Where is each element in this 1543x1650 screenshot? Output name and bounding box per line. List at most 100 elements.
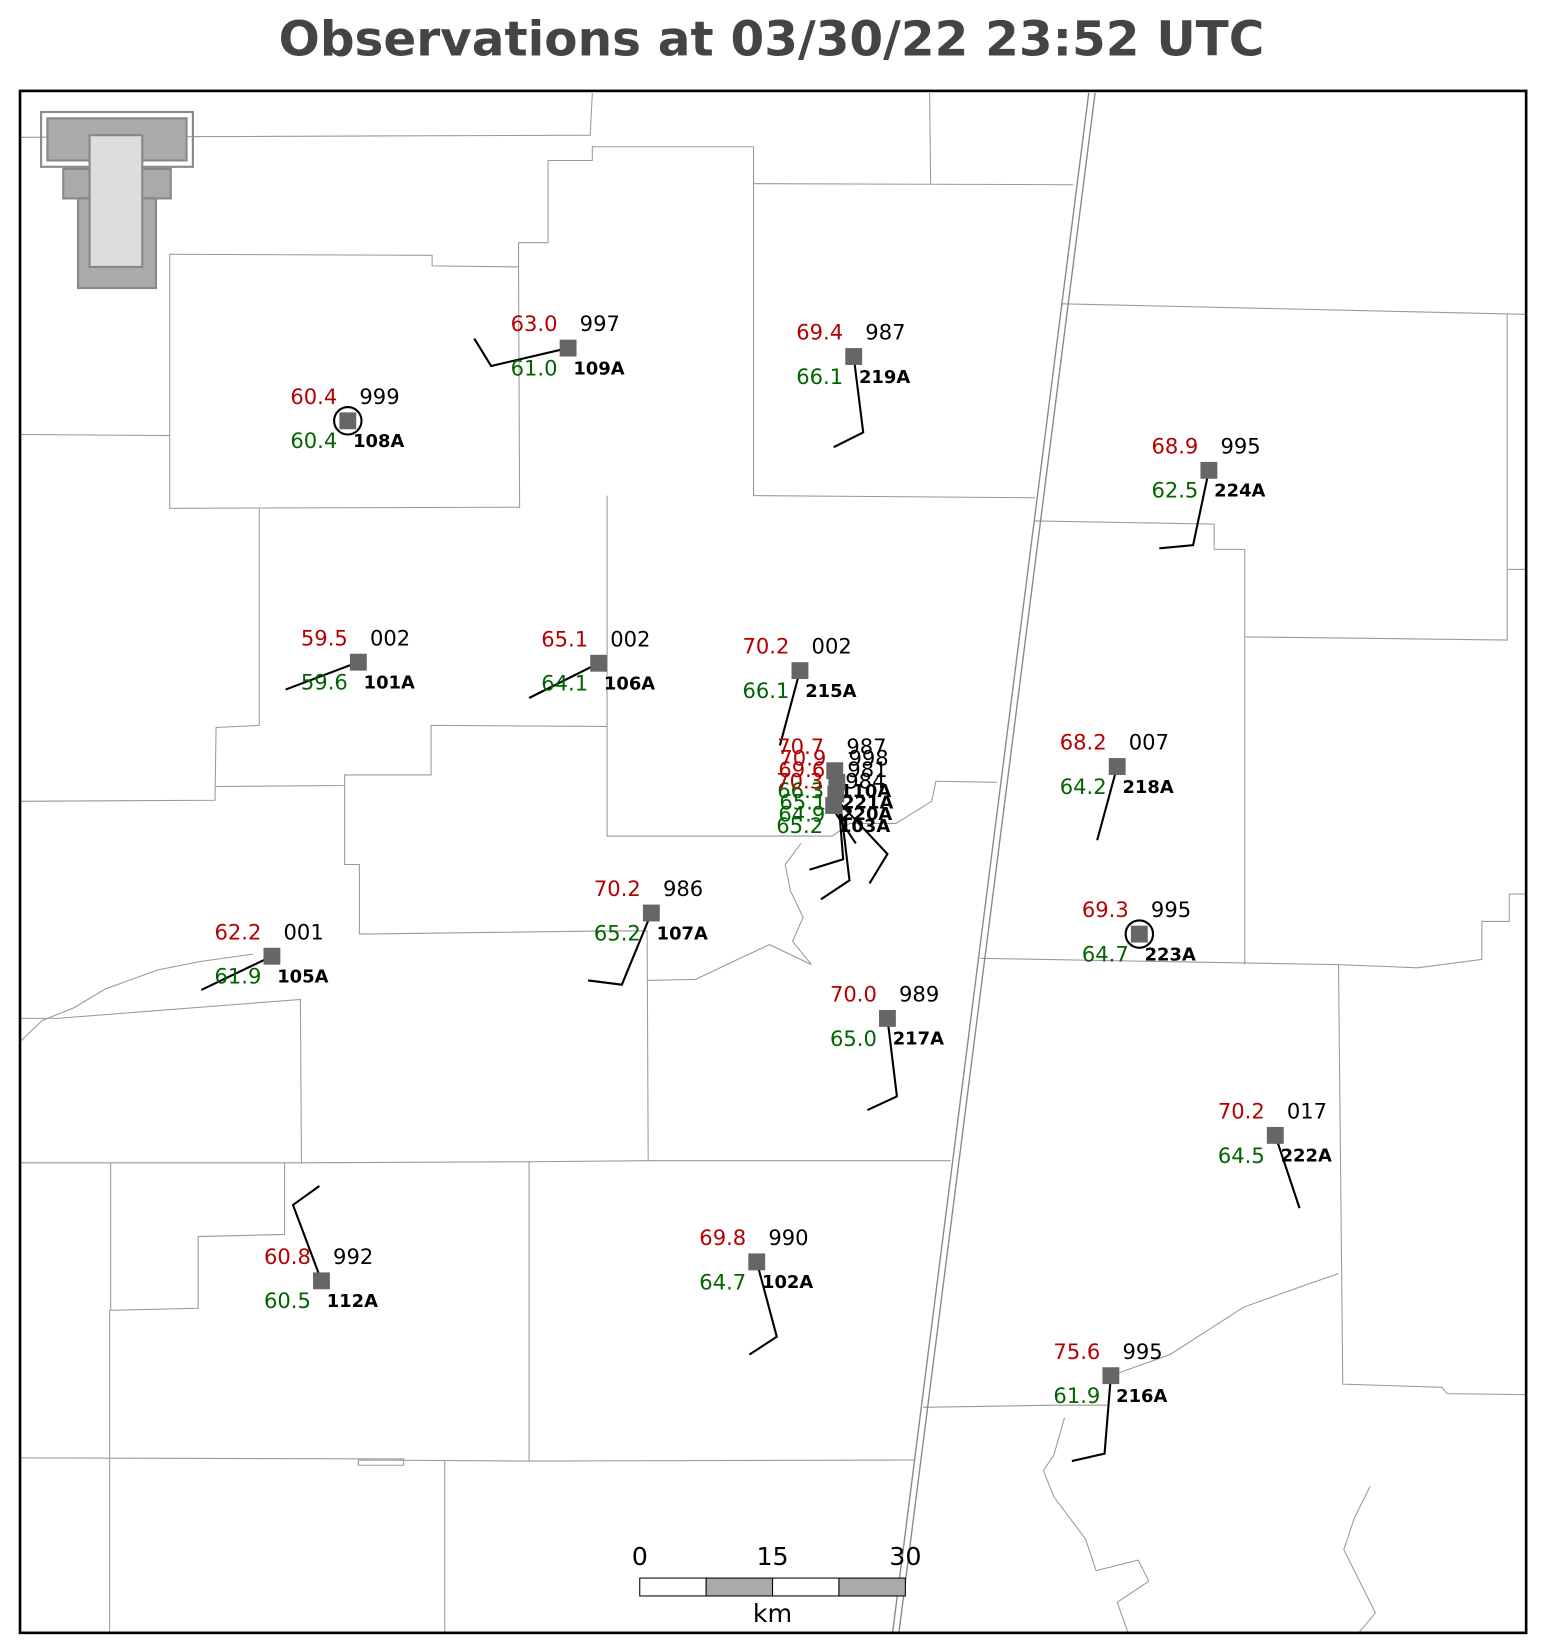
pressure: 984 bbox=[845, 769, 885, 794]
pressure: 987 bbox=[865, 320, 905, 345]
station-marker bbox=[642, 904, 660, 922]
dewpoint: 65.2 bbox=[594, 920, 641, 945]
map-title: Observations at 03/30/22 23:52 UTC bbox=[279, 11, 1265, 67]
station-id: 108A bbox=[353, 431, 404, 452]
station-marker bbox=[1266, 1126, 1284, 1144]
station-marker bbox=[313, 1272, 330, 1290]
dewpoint: 64.7 bbox=[699, 1269, 746, 1294]
dewpoint: 61.9 bbox=[1053, 1383, 1100, 1408]
station-marker bbox=[559, 339, 577, 357]
scale-label: 15 bbox=[756, 1542, 788, 1571]
station-id: 218A bbox=[1122, 777, 1173, 798]
temperature: 68.9 bbox=[1151, 433, 1198, 458]
station-marker bbox=[748, 1253, 766, 1271]
station-marker bbox=[825, 797, 843, 814]
temperature: 70.2 bbox=[1218, 1099, 1265, 1124]
wind-barbs bbox=[200, 338, 1301, 1463]
station-id: 112A bbox=[327, 1291, 378, 1312]
station-id: 223A bbox=[1145, 944, 1196, 965]
dewpoint: 65.0 bbox=[830, 1026, 877, 1051]
dewpoint: 59.6 bbox=[301, 670, 348, 695]
temperature: 69.4 bbox=[796, 320, 843, 345]
dewpoint: 64.9 bbox=[778, 801, 825, 826]
dewpoint: 66.3 bbox=[777, 778, 824, 803]
calm-circle bbox=[333, 406, 363, 436]
pressure: 995 bbox=[1122, 1339, 1162, 1364]
dewpoint: 65.2 bbox=[776, 813, 823, 838]
pressure: 002 bbox=[370, 625, 410, 650]
station-id: 109A bbox=[573, 358, 624, 379]
temperature: 70.3 bbox=[776, 769, 823, 794]
scale-label: 30 bbox=[889, 1542, 921, 1571]
temperature: 63.0 bbox=[511, 311, 558, 336]
temperature: 70.2 bbox=[743, 634, 790, 659]
station-id: 106A bbox=[604, 674, 655, 695]
station-id: 216A bbox=[1116, 1386, 1167, 1407]
dewpoint: 61.0 bbox=[511, 355, 558, 380]
dewpoint: 66.1 bbox=[743, 678, 790, 703]
station-id: 220A bbox=[841, 804, 892, 825]
logo bbox=[40, 110, 194, 290]
scale-label: 0 bbox=[632, 1542, 648, 1571]
temperature: 62.2 bbox=[214, 919, 261, 944]
station-id: 222A bbox=[1281, 1146, 1332, 1167]
station-marker bbox=[845, 348, 863, 365]
calm-circle bbox=[1124, 919, 1155, 949]
pressure: 986 bbox=[663, 876, 703, 901]
dewpoint: 64.2 bbox=[1060, 774, 1107, 799]
temperature: 69.8 bbox=[699, 1225, 746, 1250]
temperature: 65.1 bbox=[541, 626, 588, 651]
pressure: 998 bbox=[848, 745, 888, 770]
map-frame bbox=[18, 89, 1528, 1635]
station-id: 224A bbox=[1214, 481, 1265, 502]
dewpoint: 66.1 bbox=[796, 364, 843, 389]
station-marker bbox=[1102, 1367, 1120, 1385]
temperature: 59.5 bbox=[301, 625, 348, 650]
station-marker bbox=[349, 653, 367, 671]
station-marker bbox=[263, 947, 281, 965]
station-marker bbox=[1200, 461, 1218, 479]
temperature: 75.6 bbox=[1053, 1339, 1100, 1364]
station-id: 101A bbox=[364, 673, 415, 694]
dewpoint: 60.5 bbox=[264, 1288, 311, 1313]
temperature: 70.2 bbox=[594, 876, 641, 901]
temperature: 70.0 bbox=[830, 982, 877, 1007]
station-id: 105A bbox=[277, 967, 328, 988]
scale-bar: 0 15 30 km bbox=[632, 1542, 922, 1628]
station-id: 215A bbox=[805, 681, 856, 702]
dewpoint: 65.1 bbox=[779, 790, 826, 815]
pressure: 992 bbox=[333, 1244, 373, 1269]
temperature: 60.8 bbox=[264, 1244, 311, 1269]
pressure: 981 bbox=[847, 757, 887, 782]
pressure: 002 bbox=[812, 634, 852, 659]
pressure: 995 bbox=[1220, 433, 1260, 458]
pressure: 990 bbox=[768, 1225, 808, 1250]
pressure: 997 bbox=[580, 311, 620, 336]
dewpoint: 62.5 bbox=[1151, 478, 1198, 503]
station-marker bbox=[339, 412, 357, 430]
dewpoint: 64.7 bbox=[1082, 941, 1129, 966]
pressure: 001 bbox=[284, 919, 324, 944]
station-id: 217A bbox=[893, 1029, 944, 1050]
dewpoint: 60.4 bbox=[290, 428, 337, 453]
station-id: 110A bbox=[840, 781, 891, 802]
station-id: 103A bbox=[839, 816, 890, 837]
station-marker bbox=[1130, 925, 1148, 943]
station-id: 221A bbox=[842, 793, 893, 814]
pressure: 989 bbox=[899, 982, 939, 1007]
station-marker bbox=[590, 654, 608, 672]
temperature: 70.7 bbox=[777, 734, 824, 759]
dewpoint: 61.9 bbox=[214, 964, 261, 989]
scale-unit: km bbox=[753, 1599, 792, 1628]
station-marker bbox=[879, 1009, 896, 1027]
station-marker bbox=[1108, 758, 1126, 775]
temperature: 68.2 bbox=[1060, 730, 1107, 755]
pressure: 995 bbox=[1151, 897, 1191, 922]
pressure: 987 bbox=[846, 734, 886, 759]
county-lines bbox=[19, 92, 1527, 1633]
station-marker bbox=[791, 662, 809, 680]
station-id: 107A bbox=[657, 923, 708, 944]
pressure: 017 bbox=[1287, 1099, 1327, 1124]
